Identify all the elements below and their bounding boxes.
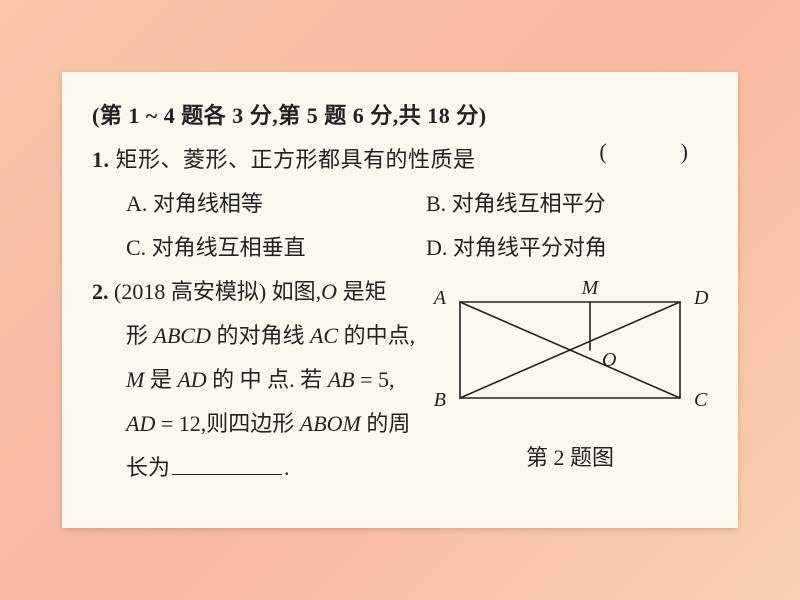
q2-l1b: 是矩 [337,279,387,304]
q2-figure: A B C D M O 第 2 题图 [430,272,710,472]
q1-number: 1. [92,147,110,172]
q2-number: 2. [92,279,109,304]
q1-option-d: D. 对角线平分对角 [426,226,708,270]
q1-option-a: A. 对角线相等 [92,182,426,226]
q2-l2a: 形 [126,323,154,348]
q2-l3b: 的 中 点. 若 [207,367,328,392]
q1-options-row1: A. 对角线相等 B. 对角线互相平分 [92,182,708,226]
svg-text:C: C [694,389,708,411]
q2-diagram: A B C D M O [430,272,710,422]
q2-l2b: 的对角线 [211,323,310,348]
q2-l3a: 是 [144,367,177,392]
q2-O: O [321,279,337,304]
question-card: (第 1 ~ 4 题各 3 分,第 5 题 6 分,共 18 分) 1. 矩形、… [62,72,738,528]
svg-text:M: M [581,277,600,299]
svg-text:O: O [602,349,616,371]
q2-l3c: = 5, [355,367,395,392]
q2-l2c: 的中点, [338,323,415,348]
q2-l5b: . [284,455,290,480]
svg-text:B: B [434,389,446,411]
q1-stem: 矩形、菱形、正方形都具有的性质是 [116,147,476,172]
q2-l4b: 的周 [361,411,411,436]
q2-M: M [126,367,144,392]
q2-AD1: AD [177,367,206,392]
scoring-header: (第 1 ~ 4 题各 3 分,第 5 题 6 分,共 18 分) [92,94,708,138]
q2-ABCD: ABCD [154,323,211,348]
q2-figure-caption: 第 2 题图 [430,440,710,472]
svg-text:A: A [432,287,447,309]
q2-l5a: 长为 [126,455,170,480]
q2-text: 2. (2018 高安模拟) 如图,O 是矩 形 ABCD 的对角线 AC 的中… [92,270,422,490]
svg-text:D: D [693,287,709,309]
q2-source: (2018 高安模拟) [114,279,266,304]
q2-l1a: 如图, [272,279,322,304]
q1-answer-blank: ( ) [599,134,690,166]
q2-ABOM: ABOM [300,411,361,436]
q1-option-b: B. 对角线互相平分 [426,182,708,226]
q2-AC: AC [310,323,338,348]
q1-options-row2: C. 对角线互相垂直 D. 对角线平分对角 [92,226,708,270]
q1-option-c: C. 对角线互相垂直 [92,226,426,270]
q2-AB: AB [328,367,355,392]
q2-l4a: = 12,则四边形 [155,411,299,436]
q2-blank [172,459,282,475]
q2-AD2: AD [126,411,155,436]
